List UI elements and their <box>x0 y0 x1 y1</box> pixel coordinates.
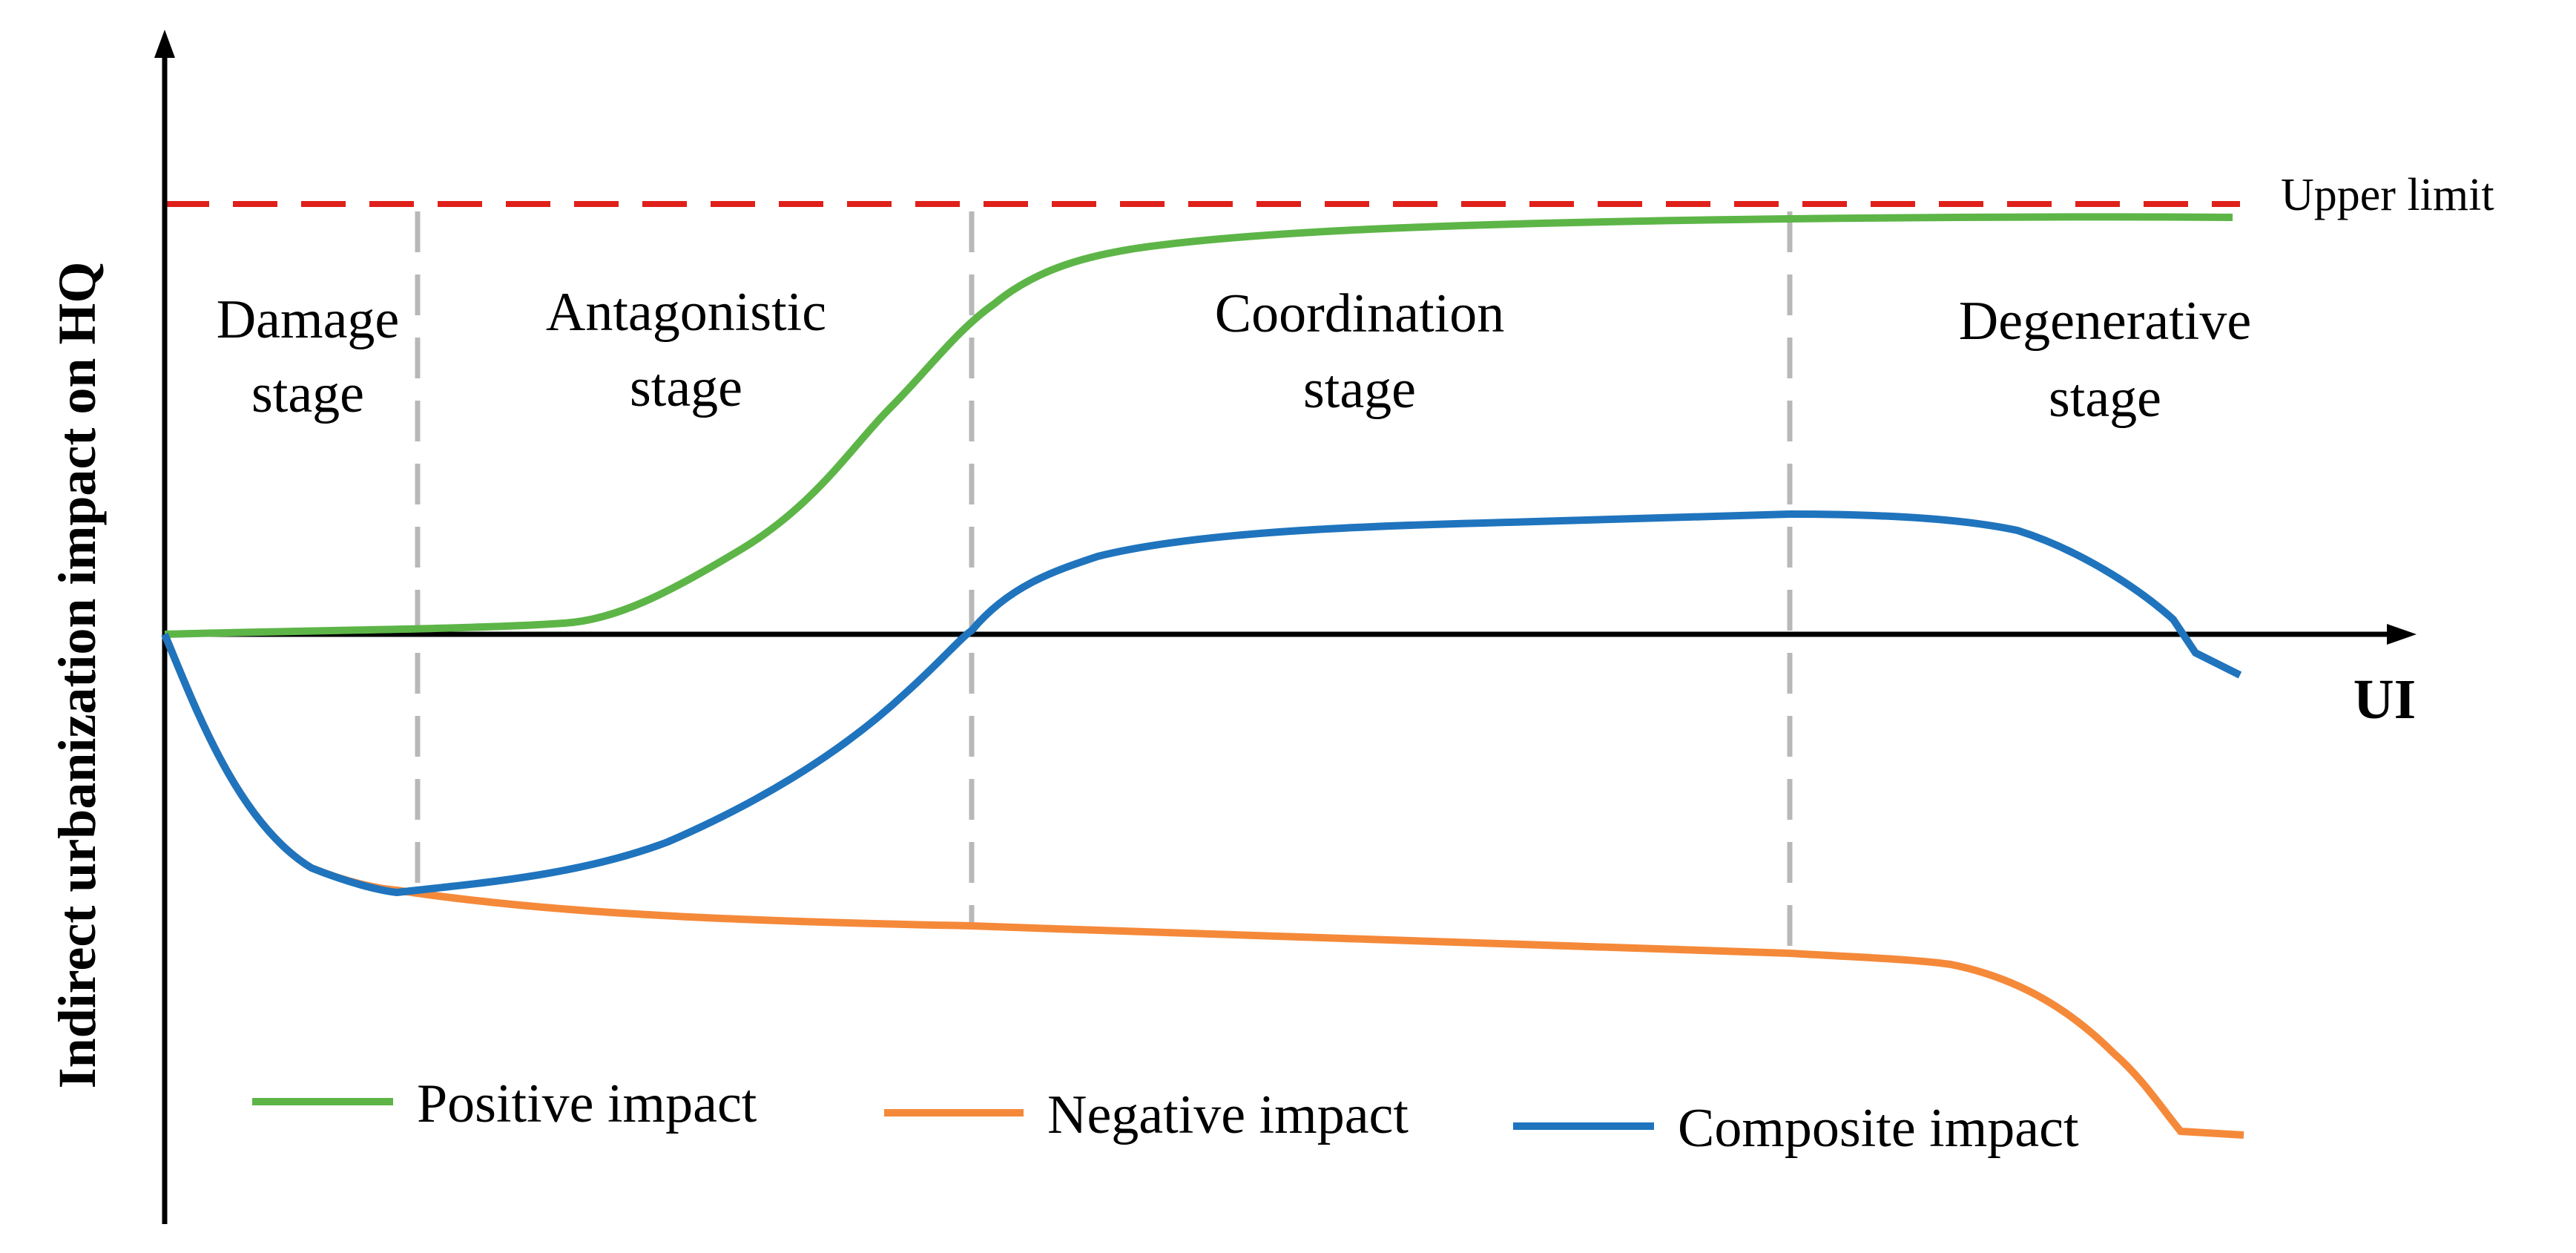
legend-positive-label: Positive impact <box>417 1073 757 1134</box>
stage-label-coordination-line2: stage <box>1303 359 1416 420</box>
stage-label-damage-line1: Damage <box>217 289 400 350</box>
positive-impact-curve <box>164 213 2233 638</box>
composite-impact-curve <box>161 510 2242 897</box>
legend-negative-label: Negative impact <box>1047 1085 1409 1145</box>
stage-labels: Damage stage Antagonistic stage Coordina… <box>217 282 2251 429</box>
upper-limit-label: Upper limit <box>2281 170 2494 220</box>
stage-label-antagonistic-line2: stage <box>630 358 742 418</box>
axes <box>162 52 2392 1224</box>
x-axis-label: UI <box>2353 668 2416 731</box>
stage-label-damage-line2: stage <box>251 364 364 424</box>
y-axis-arrow <box>154 30 175 58</box>
legend: Positive impact Negative impact Composit… <box>252 1073 2079 1159</box>
stage-label-degenerative-line1: Degenerative <box>1959 291 2251 352</box>
x-axis-arrow <box>2387 624 2417 645</box>
y-axis-label: Indirect urbanization impact on HQ <box>47 262 107 1089</box>
legend-composite-label: Composite impact <box>1678 1098 2079 1159</box>
stage-label-antagonistic-line1: Antagonistic <box>546 282 826 343</box>
stage-label-coordination-line1: Coordination <box>1215 283 1505 344</box>
stage-label-degenerative-line2: stage <box>2049 368 2161 429</box>
stage-dividers <box>415 211 1793 953</box>
